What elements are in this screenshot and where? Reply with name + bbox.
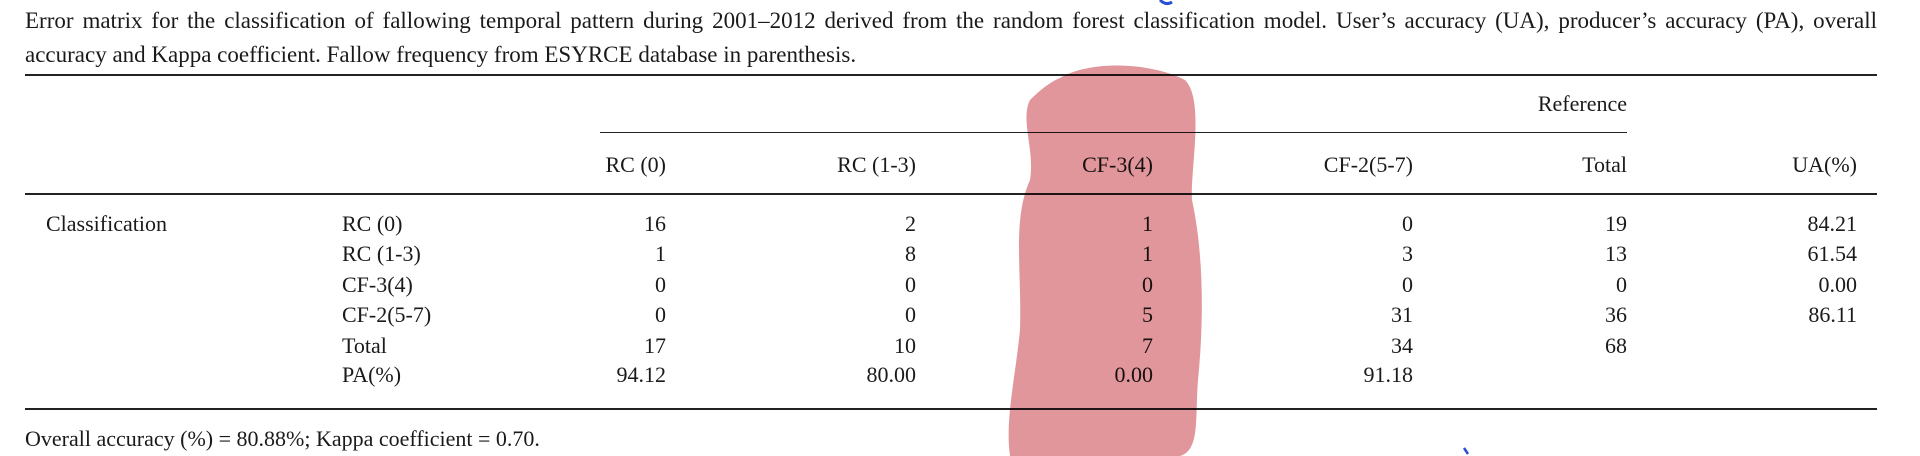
footer: Overall accuracy (%) = 80.88%; Kappa coe… <box>25 426 540 451</box>
cell: 1 <box>655 241 666 266</box>
row-label: RC (1-3) <box>342 241 421 266</box>
cell: 94.12 <box>616 362 667 387</box>
cell: 8 <box>905 241 916 266</box>
cell: 13 <box>1605 241 1627 266</box>
cell: 0 <box>1402 211 1413 236</box>
row-label: RC (0) <box>342 211 403 236</box>
column-header: CF-2(5-7) <box>1323 152 1413 177</box>
cell: 84.21 <box>1807 211 1858 236</box>
cell: 0 <box>655 272 666 297</box>
bottom-rule <box>25 408 1877 410</box>
cell: 0.00 <box>1818 272 1858 297</box>
highlight-mark <box>1008 65 1202 456</box>
cell: 0 <box>905 302 916 327</box>
cell: 10 <box>894 333 916 358</box>
cell: 2 <box>905 211 916 236</box>
cell: 80.00 <box>866 362 917 387</box>
cell: 0 <box>655 302 666 327</box>
row-label: CF-2(5-7) <box>342 302 432 327</box>
group-header: Reference <box>1537 91 1627 116</box>
row-label: PA(%) <box>342 362 402 387</box>
cell: 3 <box>1402 241 1413 266</box>
cell: 0 <box>905 272 916 297</box>
cell: 0 <box>1402 272 1413 297</box>
cell: 31 <box>1391 302 1413 327</box>
column-header: RC (1-3) <box>837 152 916 177</box>
cell: 0 <box>1616 272 1627 297</box>
pen-mark <box>1462 447 1470 455</box>
pen-mark <box>1158 0 1173 6</box>
top-rule <box>25 74 1877 76</box>
header-rule <box>25 193 1877 195</box>
cell: 34 <box>1391 333 1413 358</box>
cell: 36 <box>1605 302 1627 327</box>
column-header: UA(%) <box>1792 152 1857 177</box>
cell: 16 <box>644 211 666 236</box>
column-header: Total <box>1582 152 1627 177</box>
cell: 61.54 <box>1807 241 1858 266</box>
row-label: CF-3(4) <box>342 272 413 297</box>
column-header: RC (0) <box>605 152 667 177</box>
cell: 68 <box>1605 333 1627 358</box>
cell: 17 <box>644 333 666 358</box>
row-group-label: Classification <box>46 211 167 236</box>
cell: 91.18 <box>1363 362 1414 387</box>
row-label: Total <box>342 333 387 358</box>
cell: 86.11 <box>1808 302 1857 327</box>
caption: Error matrix for the classification of f… <box>25 8 1877 67</box>
cell: 19 <box>1605 211 1627 236</box>
